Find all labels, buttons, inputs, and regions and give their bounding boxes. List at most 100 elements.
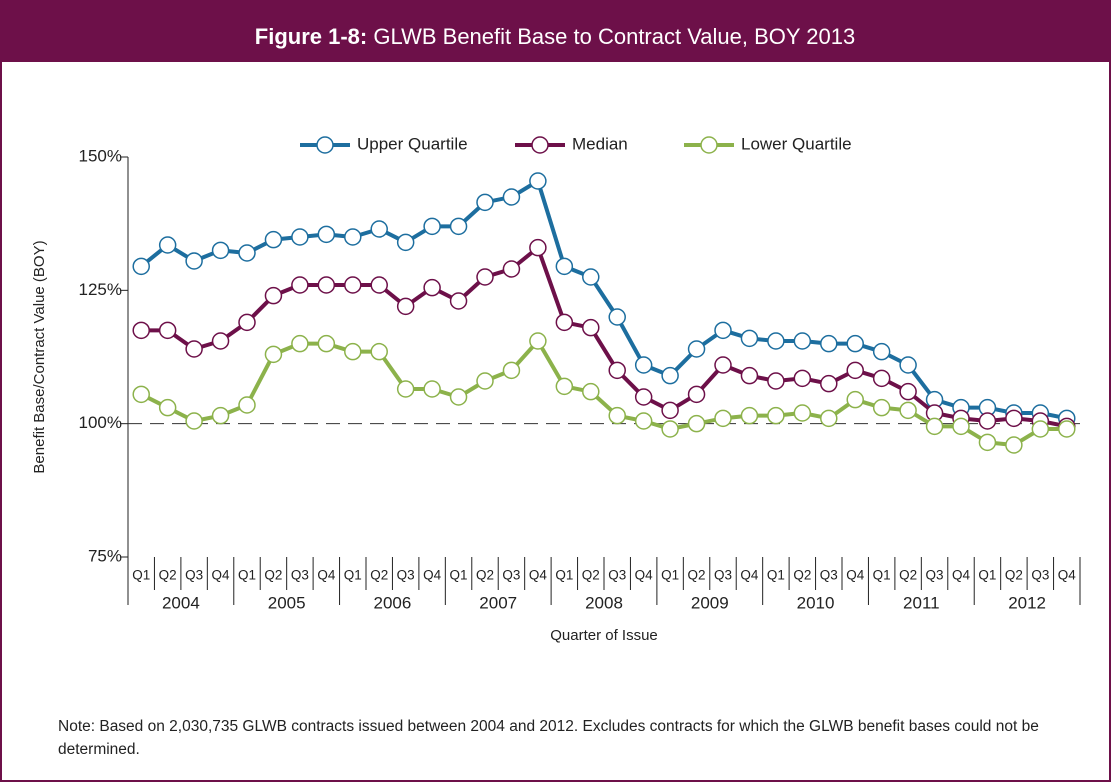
data-point [317, 334, 336, 353]
data-point [132, 321, 150, 340]
x-axis-label: Quarter of Issue [550, 627, 658, 644]
data-point [740, 329, 759, 348]
data-point [370, 276, 388, 294]
data-point [978, 412, 997, 430]
legend-marker [700, 136, 718, 154]
year-label: 2012 [1008, 593, 1046, 612]
x-tick-label: Q3 [608, 568, 626, 583]
data-point [661, 366, 679, 385]
data-point [396, 380, 415, 398]
data-point [555, 377, 574, 396]
x-tick-label: Q4 [212, 568, 231, 583]
data-point [185, 412, 203, 430]
data-point [767, 372, 785, 390]
legend-label: Median [572, 134, 628, 153]
x-tick-label: Q3 [397, 568, 415, 583]
x-tick-label: Q1 [450, 568, 468, 583]
legend-label: Lower Quartile [741, 134, 852, 153]
x-tick-label: Q2 [582, 568, 600, 583]
data-point [502, 260, 521, 278]
data-point [370, 220, 388, 238]
data-point [846, 390, 864, 409]
data-point [211, 406, 230, 425]
x-tick-label: Q2 [264, 568, 282, 583]
data-point [502, 361, 521, 380]
data-point [846, 334, 864, 353]
x-tick-label: Q1 [873, 568, 891, 583]
data-point [767, 332, 785, 350]
data-point [529, 332, 547, 350]
x-tick-label: Q2 [476, 568, 494, 583]
data-point [793, 369, 812, 388]
year-label: 2009 [691, 593, 729, 612]
x-tick-label: Q1 [978, 568, 996, 583]
data-point [767, 406, 785, 425]
data-point [582, 318, 600, 337]
x-tick-label: Q4 [529, 568, 548, 583]
x-tick-label: Q2 [688, 568, 706, 583]
data-point [714, 356, 732, 374]
data-point [555, 313, 574, 332]
data-point [291, 228, 309, 246]
data-point [952, 417, 970, 436]
x-tick-label: Q1 [238, 568, 256, 583]
data-point [317, 225, 336, 244]
x-tick-label: Q2 [793, 568, 811, 583]
data-point [502, 188, 521, 206]
data-point [793, 332, 812, 350]
year-label: 2006 [374, 593, 412, 612]
x-tick-label: Q3 [502, 568, 520, 583]
data-point [344, 228, 362, 246]
data-point [714, 321, 732, 340]
data-point [476, 268, 494, 286]
header-band [0, 0, 1111, 62]
data-point [211, 332, 230, 350]
x-tick-label: Q4 [317, 568, 336, 583]
data-point [476, 372, 494, 390]
data-point [396, 297, 415, 316]
data-point [344, 276, 362, 294]
note: Note: Based on 2,030,735 GLWB contracts … [58, 718, 1039, 758]
data-point [449, 292, 468, 310]
data-point [820, 409, 838, 428]
data-point [634, 356, 653, 374]
data-point [264, 230, 283, 249]
data-point [899, 401, 917, 420]
year-label: 2011 [903, 593, 940, 612]
data-point [344, 342, 362, 361]
data-point [238, 244, 256, 262]
x-tick-label: Q4 [1058, 568, 1077, 583]
data-point [264, 345, 283, 364]
data-point [714, 409, 732, 428]
data-point [820, 334, 838, 353]
data-point [449, 217, 468, 236]
data-point [899, 356, 917, 374]
data-point [370, 342, 388, 361]
data-point [634, 412, 653, 430]
x-tick-label: Q1 [767, 568, 785, 583]
data-point [872, 369, 891, 388]
data-point [661, 420, 679, 438]
data-point [1005, 409, 1023, 428]
data-point [978, 433, 997, 452]
data-point [608, 361, 626, 380]
x-tick-label: Q3 [820, 568, 838, 583]
x-tick-label: Q3 [1031, 568, 1049, 583]
data-point [820, 374, 838, 393]
data-point [423, 278, 441, 297]
x-tick-label: Q3 [291, 568, 309, 583]
x-tick-label: Q2 [370, 568, 388, 583]
x-tick-label: Q2 [159, 568, 177, 583]
x-tick-label: Q4 [740, 568, 759, 583]
data-point [238, 313, 256, 332]
data-point [872, 398, 891, 417]
data-point [449, 388, 468, 406]
data-point [317, 276, 336, 294]
data-point [555, 257, 574, 276]
data-point [423, 380, 441, 398]
figure-label: Figure 1-8: [255, 24, 367, 49]
data-point [132, 385, 150, 404]
data-point [158, 236, 177, 254]
data-point [1005, 436, 1023, 454]
